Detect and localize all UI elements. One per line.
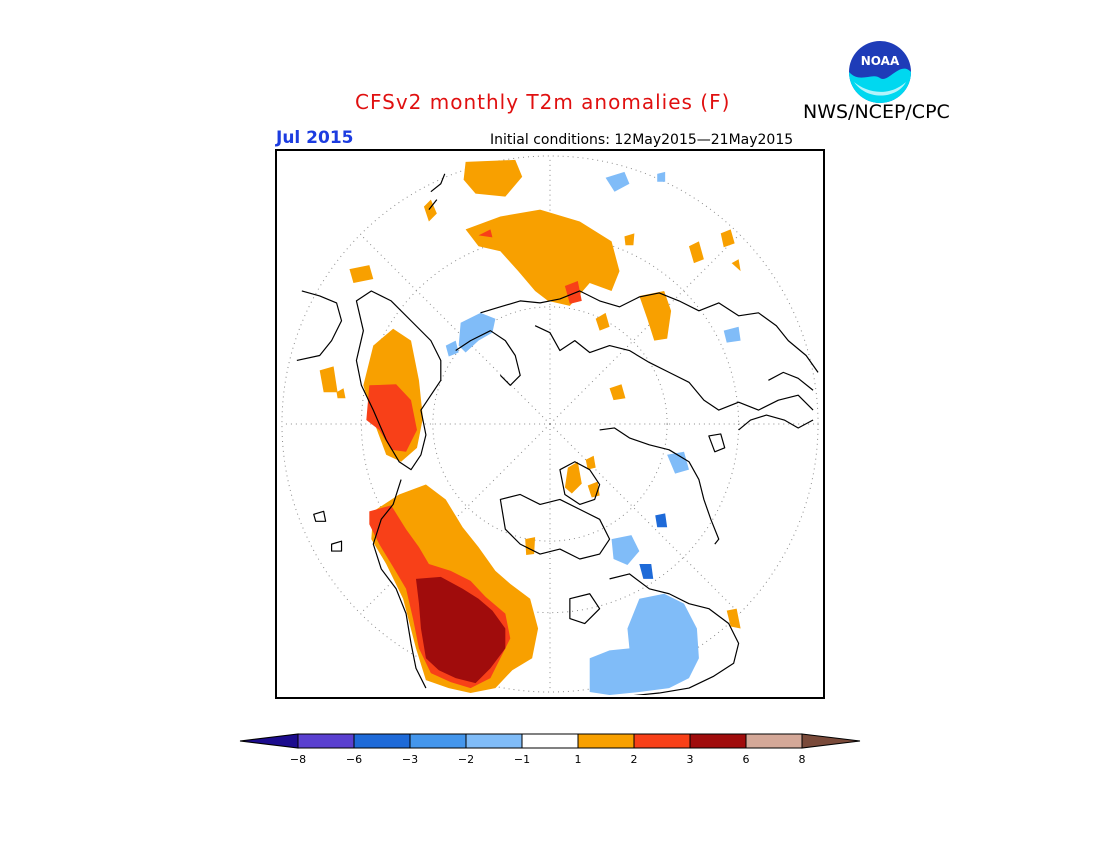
anomaly-cool-pacific	[589, 593, 699, 696]
coast-baffin	[559, 461, 601, 506]
polar-map	[281, 155, 819, 696]
anomaly-cool-siberia	[667, 451, 689, 474]
anomaly-west-africa	[423, 199, 437, 222]
anomaly-cool-alaska	[611, 535, 640, 565]
colorbar-swatch	[297, 733, 355, 749]
anomaly-cool-alaska-core	[639, 563, 654, 579]
coast-greenland	[355, 290, 442, 471]
agency-label: NWS/NCEP/CPC	[803, 101, 950, 123]
anomaly-north-africa	[463, 159, 523, 197]
colorbar-tick-label: −3	[401, 753, 419, 766]
colorbar-tick-label: −8	[289, 753, 307, 766]
colorbar-tick-label: 3	[686, 753, 694, 766]
coast-north-america	[609, 573, 740, 696]
anomaly-north-america-warm3	[415, 576, 506, 684]
anomaly-nw-africa	[319, 366, 338, 393]
meridian	[549, 423, 740, 614]
lat-circle-70	[432, 306, 668, 542]
colorbar-tick-label: −2	[457, 753, 475, 766]
colorbar-swatch	[689, 733, 747, 749]
colorbar-swatch	[465, 733, 523, 749]
anomaly-east-siberia	[731, 259, 741, 272]
coast-hudson	[569, 593, 601, 625]
colorbar-swatch	[409, 733, 467, 749]
colorbar-arrow-left	[239, 733, 299, 749]
anomaly-greenland-core	[366, 384, 417, 452]
colorbar-arrow-right	[801, 733, 861, 749]
coast-scandinavia	[455, 330, 521, 386]
noaa-logo: NOAA	[849, 41, 911, 103]
coast-sea-of-okhotsk	[768, 371, 814, 391]
anomaly-cool-mediterranean	[458, 312, 496, 353]
coast-canada-archipelago	[499, 493, 611, 560]
anomaly-china-north	[688, 241, 704, 264]
colorbar-tick-label: 8	[798, 753, 806, 766]
noaa-logo-text: NOAA	[861, 54, 900, 68]
chart-title: CFSv2 monthly T2m anomalies (F)	[355, 90, 731, 114]
colorbar-swatch	[745, 733, 803, 749]
colorbar-tick-label: −1	[513, 753, 531, 766]
coast-europe	[480, 290, 819, 373]
anomaly-cool-bering	[655, 513, 668, 528]
anomaly-middle-east-core	[478, 229, 493, 238]
coast-west-coast	[372, 479, 427, 689]
anomaly-cool-europe	[445, 340, 459, 357]
anomaly-tropics	[624, 233, 635, 246]
colorbar-swatch	[577, 733, 635, 749]
anomaly-middle-east	[465, 209, 620, 306]
anomaly-caucasus	[564, 281, 582, 304]
colorbar-swatch	[633, 733, 691, 749]
colorbar-tick-label: −6	[345, 753, 363, 766]
anomaly-cool-tropical	[657, 171, 666, 182]
colorbar-tick-label: 6	[742, 753, 750, 766]
coast-east-asia	[599, 427, 720, 545]
anomaly-sahara-west	[349, 265, 374, 284]
anomaly-canada-arctic-1	[564, 461, 582, 494]
coast-kamchatka	[708, 433, 726, 453]
colorbar	[239, 733, 861, 749]
colorbar-swatch	[353, 733, 411, 749]
warm-anomalies	[319, 159, 741, 694]
map-frame	[275, 149, 825, 699]
coastlines	[296, 173, 819, 696]
anomaly-cool-asia	[723, 326, 741, 343]
colorbar-swatch	[521, 733, 579, 749]
forecast-period: Jul 2015	[276, 128, 354, 148]
anomaly-cool-atlantic	[605, 171, 630, 192]
coast-siberia	[534, 325, 814, 411]
anomaly-central-asia	[639, 290, 672, 341]
coast-africa	[428, 173, 446, 210]
initial-conditions: Initial conditions: 12May2015—21May2015	[490, 132, 794, 148]
meridian	[549, 234, 740, 425]
coast-pacific-islands	[313, 510, 343, 552]
anomaly-caspian	[595, 312, 610, 331]
colorbar-tick-label: 1	[574, 753, 582, 766]
cool-anomalies	[445, 171, 741, 696]
anomaly-iceland-area	[726, 608, 741, 629]
colorbar-tick-label: 2	[630, 753, 638, 766]
anomaly-labrador	[525, 537, 536, 556]
anomaly-mongolia	[720, 229, 735, 248]
coast-north-africa	[296, 290, 343, 362]
anomaly-atlantic	[336, 388, 346, 399]
anomaly-ural	[609, 384, 626, 401]
anomaly-canada-arctic-2	[585, 455, 596, 470]
lat-circle-20	[281, 155, 819, 693]
coast-japan	[738, 414, 814, 431]
meridian	[360, 234, 551, 425]
